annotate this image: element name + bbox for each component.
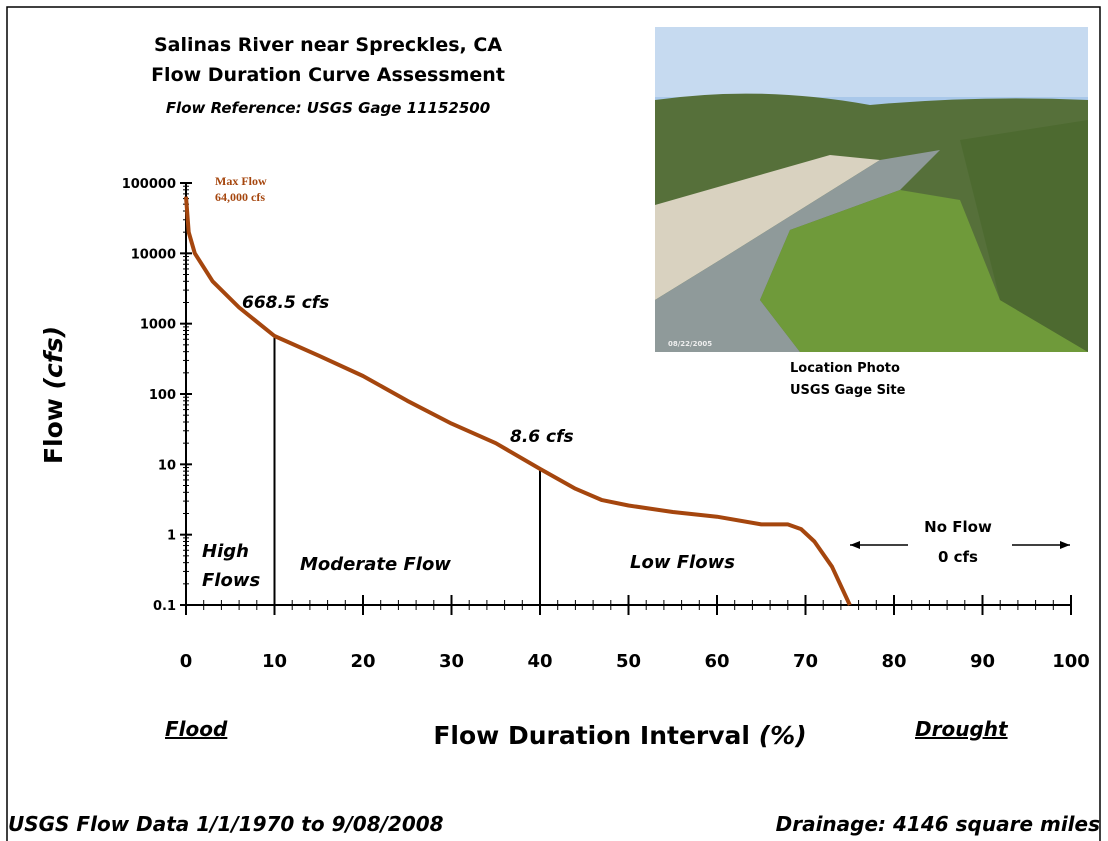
annotation: Moderate Flow [300,554,451,575]
y-label: Flow [39,398,68,464]
annotation: Low Flows [630,552,735,573]
x-label-unit: (%) [759,721,807,750]
annotation: Flood [165,717,228,741]
footer-right: Drainage: 4146 square miles [776,812,1100,836]
annotation: Flows [202,570,260,591]
annotation: 0 cfs [938,548,978,566]
x-tick-label: 0 [180,651,193,672]
x-tick-label: 30 [439,651,464,672]
arrow-head [1060,541,1070,549]
y-axis-title: Flow (cfs) [39,326,68,464]
photo-caption: Location Photo [790,361,900,376]
footer-left: USGS Flow Data 1/1/1970 to 9/08/2008 [8,812,444,836]
x-tick-label: 50 [616,651,641,672]
x-tick-label: 40 [527,651,552,672]
x-tick-label: 60 [704,651,729,672]
photo: 08/22/2005 [655,27,1088,353]
y-tick-label: 0.1 [153,599,176,614]
y-tick-label: 100 [149,388,176,403]
flow-curve [184,196,852,606]
subtitle: Flow Reference: USGS Gage 11152500 [166,99,490,117]
x-axis-title: Flow Duration Interval (%) [433,721,806,750]
y-axis-title: Flow (cfs) [39,326,68,464]
x-tick-label: 70 [793,651,818,672]
x-tick-label: 100 [1052,651,1090,672]
arrow-head [850,541,860,549]
x-tick-label: 90 [970,651,995,672]
annotation: 64,000 cfs [215,190,265,204]
photo-sand [655,155,880,300]
frame [6,6,1101,841]
photo-river [655,150,940,352]
photo-grass [760,190,1088,352]
y-tick-label: 1 [167,529,176,544]
title-line: Flow Duration Curve Assessment [151,64,505,86]
title-line: Salinas River near Spreckles, CA [154,34,502,56]
annotation: 668.5 cfs [242,293,329,313]
photo-caption: USGS Gage Site [790,383,906,398]
annotation: High [202,541,249,562]
x-tick-label: 80 [881,651,906,672]
y-tick-label: 100000 [122,177,176,192]
annotation: No Flow [924,518,992,536]
x-tick-label: 10 [262,651,287,672]
annotation: Drought [915,717,1009,741]
photo-date: 08/22/2005 [668,340,712,348]
x-tick-label: 20 [350,651,375,672]
y-tick-label: 1000 [140,318,176,333]
photo-brush [960,120,1088,352]
annotation: Max Flow [215,174,267,188]
y-tick-label: 10000 [131,247,176,262]
photo-sky [655,27,1088,97]
annotation: 8.6 cfs [510,427,574,447]
x-label: Flow Duration Interval [433,721,750,750]
y-label-unit: (cfs) [39,326,68,389]
y-tick-label: 10 [158,458,176,473]
